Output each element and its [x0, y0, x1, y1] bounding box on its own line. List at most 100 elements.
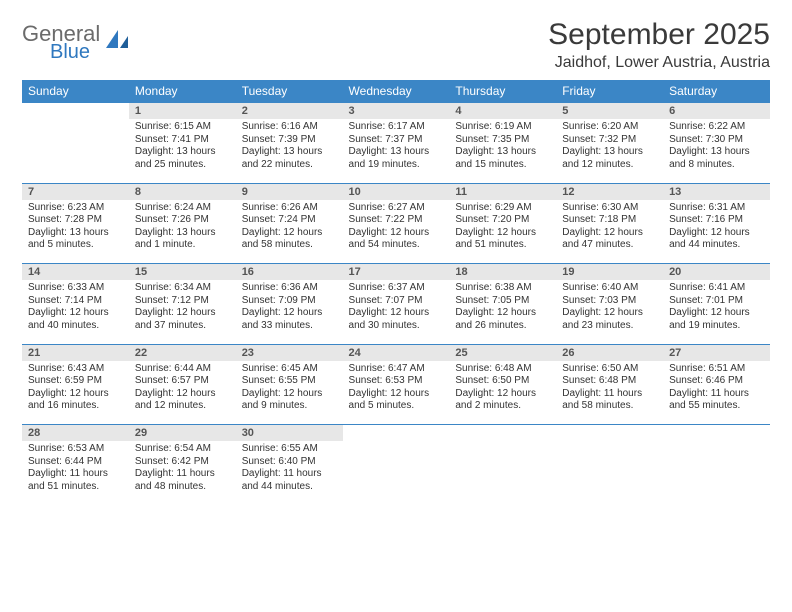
logo: General Blue [22, 18, 130, 62]
week-daynum-row: 14 15 16 17 1819 20 [22, 264, 770, 281]
day-number-cell: 29 [129, 425, 236, 442]
day-day2: and 15 minutes. [455, 159, 550, 172]
day-sunset: Sunset: 7:07 PM [349, 295, 444, 308]
day-day2: and 19 minutes. [349, 159, 444, 172]
day-content-cell: Sunrise: 6:47 AMSunset: 6:53 PMDaylight:… [343, 361, 450, 425]
day-header: Friday [556, 80, 663, 103]
week-content-row: Sunrise: 6:53 AMSunset: 6:44 PMDaylight:… [22, 441, 770, 505]
day-number: 10 [349, 186, 361, 198]
day-number: 11 [455, 186, 467, 198]
day-day1: Daylight: 11 hours [669, 388, 764, 401]
day-number: 16 [242, 266, 254, 278]
day-content-cell: Sunrise: 6:19 AMSunset: 7:35 PMDaylight:… [449, 119, 556, 183]
day-number-cell: 25 [449, 344, 556, 361]
day-number-cell: 6 [663, 103, 770, 120]
day-sunset: Sunset: 7:14 PM [28, 295, 123, 308]
day-sunset: Sunset: 7:01 PM [669, 295, 764, 308]
day-number: 7 [28, 186, 34, 198]
day-sunset: Sunset: 6:40 PM [242, 456, 337, 469]
day-day1: Daylight: 12 hours [135, 388, 230, 401]
day-content-cell [449, 441, 556, 505]
day-content-cell: Sunrise: 6:16 AMSunset: 7:39 PMDaylight:… [236, 119, 343, 183]
day-day1: Daylight: 12 hours [28, 307, 123, 320]
calendar-table: Sunday Monday Tuesday Wednesday Thursday… [22, 80, 770, 505]
week-daynum-row: 28 2930 [22, 425, 770, 442]
day-sunset: Sunset: 6:50 PM [455, 375, 550, 388]
day-sunrise: Sunrise: 6:24 AM [135, 202, 230, 215]
day-day2: and 19 minutes. [669, 320, 764, 333]
day-sunrise: Sunrise: 6:27 AM [349, 202, 444, 215]
day-content-cell: Sunrise: 6:55 AMSunset: 6:40 PMDaylight:… [236, 441, 343, 505]
day-day2: and 8 minutes. [669, 159, 764, 172]
day-number-cell: 26 [556, 344, 663, 361]
day-number: 21 [28, 347, 40, 359]
day-number-cell: 13 [663, 183, 770, 200]
day-number-cell: 24 [343, 344, 450, 361]
day-day1: Daylight: 12 hours [455, 227, 550, 240]
day-number: 24 [349, 347, 361, 359]
day-day2: and 12 minutes. [135, 400, 230, 413]
day-content-cell: Sunrise: 6:30 AMSunset: 7:18 PMDaylight:… [556, 200, 663, 264]
day-day1: Daylight: 12 hours [28, 388, 123, 401]
day-sunset: Sunset: 6:53 PM [349, 375, 444, 388]
day-content-cell: Sunrise: 6:43 AMSunset: 6:59 PMDaylight:… [22, 361, 129, 425]
day-day1: Daylight: 12 hours [562, 307, 657, 320]
day-day2: and 2 minutes. [455, 400, 550, 413]
day-number-cell: 12 [556, 183, 663, 200]
day-number-cell: 30 [236, 425, 343, 442]
day-number: 17 [349, 266, 361, 278]
day-sunrise: Sunrise: 6:34 AM [135, 282, 230, 295]
day-number-cell: 15 [129, 264, 236, 281]
day-sunset: Sunset: 6:59 PM [28, 375, 123, 388]
day-day1: Daylight: 12 hours [562, 227, 657, 240]
day-day1: Daylight: 13 hours [562, 146, 657, 159]
day-sunrise: Sunrise: 6:23 AM [28, 202, 123, 215]
day-day1: Daylight: 12 hours [669, 307, 764, 320]
day-sunset: Sunset: 7:03 PM [562, 295, 657, 308]
day-number: 15 [135, 266, 147, 278]
day-number: 22 [135, 347, 147, 359]
day-header: Saturday [663, 80, 770, 103]
day-sunrise: Sunrise: 6:22 AM [669, 121, 764, 134]
day-number-cell: 27 [663, 344, 770, 361]
logo-line2: Blue [50, 43, 100, 62]
day-number: 28 [28, 427, 40, 439]
day-sunset: Sunset: 6:44 PM [28, 456, 123, 469]
day-number-cell: 28 [22, 425, 129, 442]
day-number: 20 [669, 266, 681, 278]
day-number-cell: 18 [449, 264, 556, 281]
day-sunrise: Sunrise: 6:37 AM [349, 282, 444, 295]
logo-sail-icon [104, 28, 130, 58]
week-content-row: Sunrise: 6:15 AMSunset: 7:41 PMDaylight:… [22, 119, 770, 183]
day-number: 14 [28, 266, 40, 278]
day-day1: Daylight: 13 hours [28, 227, 123, 240]
day-number-cell: 10 [343, 183, 450, 200]
day-content-cell: Sunrise: 6:17 AMSunset: 7:37 PMDaylight:… [343, 119, 450, 183]
day-day1: Daylight: 12 hours [349, 227, 444, 240]
week-daynum-row: 123456 [22, 103, 770, 120]
day-content-cell [22, 119, 129, 183]
day-sunrise: Sunrise: 6:30 AM [562, 202, 657, 215]
day-sunrise: Sunrise: 6:44 AM [135, 363, 230, 376]
day-content-cell: Sunrise: 6:48 AMSunset: 6:50 PMDaylight:… [449, 361, 556, 425]
day-number-cell: 7 [22, 183, 129, 200]
day-sunrise: Sunrise: 6:38 AM [455, 282, 550, 295]
day-day2: and 1 minute. [135, 239, 230, 252]
day-number-cell: 8 [129, 183, 236, 200]
day-content-cell: Sunrise: 6:27 AMSunset: 7:22 PMDaylight:… [343, 200, 450, 264]
day-day1: Daylight: 13 hours [135, 146, 230, 159]
day-number-cell: 19 [556, 264, 663, 281]
day-number-cell: 22 [129, 344, 236, 361]
day-sunset: Sunset: 7:26 PM [135, 214, 230, 227]
day-sunset: Sunset: 7:24 PM [242, 214, 337, 227]
day-sunrise: Sunrise: 6:47 AM [349, 363, 444, 376]
day-sunrise: Sunrise: 6:19 AM [455, 121, 550, 134]
day-number: 3 [349, 105, 355, 117]
day-day2: and 25 minutes. [135, 159, 230, 172]
day-number: 23 [242, 347, 254, 359]
day-content-cell: Sunrise: 6:50 AMSunset: 6:48 PMDaylight:… [556, 361, 663, 425]
day-day1: Daylight: 11 hours [28, 468, 123, 481]
day-sunrise: Sunrise: 6:45 AM [242, 363, 337, 376]
day-day2: and 58 minutes. [562, 400, 657, 413]
day-day1: Daylight: 11 hours [135, 468, 230, 481]
